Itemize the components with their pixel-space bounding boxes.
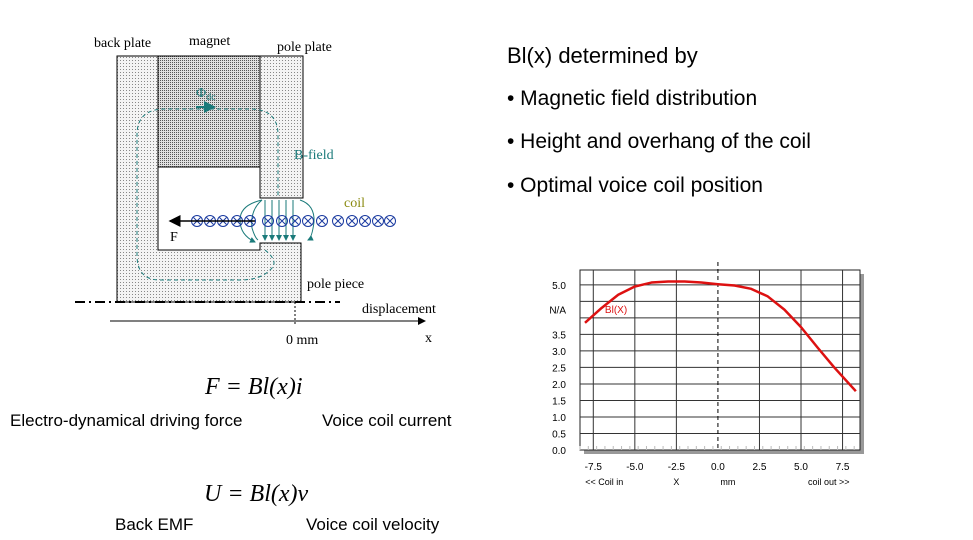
gap-field-lines <box>239 199 315 243</box>
coil-winding <box>316 215 328 227</box>
x-tick-label: 7.5 <box>836 462 850 473</box>
coil-winding <box>384 215 396 227</box>
coil-winding <box>372 215 384 227</box>
label-zero: 0 mm <box>286 333 318 348</box>
series-label: Bl(X) <box>605 305 627 316</box>
x-axis-label: X <box>673 477 679 487</box>
label-x: x <box>425 331 432 346</box>
coil-winding <box>302 215 314 227</box>
x-tick-label: -2.5 <box>668 462 686 473</box>
label-pole-piece: pole piece <box>307 277 364 292</box>
voltage-left-label: Back EMF <box>115 515 194 534</box>
force-equation: F = Bl(x)i <box>205 374 303 400</box>
y-tick-label: 3.5 <box>552 330 566 341</box>
x-tick-label: 2.5 <box>753 462 767 473</box>
coil-winding <box>289 215 301 227</box>
y-tick-label: 2.0 <box>552 380 566 391</box>
coil-winding <box>262 215 274 227</box>
x-axis-label: mm <box>720 477 735 487</box>
magnet <box>157 55 261 168</box>
force-left-label: Electro-dynamical driving force <box>10 411 243 430</box>
coil-winding <box>359 215 371 227</box>
plot-area <box>579 269 861 451</box>
bl-chart: 0.0 0.5 1.0 1.5 2.0 2.5 3.0 3.5 N/A 5.0 -7.5 -5.0 -2… <box>549 262 864 487</box>
bullet-2: • Height and overhang of the coil <box>507 130 811 153</box>
voltage-right-label: Voice coil velocity <box>306 515 440 534</box>
label-b-field: B-field <box>294 148 334 163</box>
y-tick-label: 1.0 <box>552 413 566 424</box>
flux-path <box>136 108 279 281</box>
x-tick-label: 5.0 <box>794 462 808 473</box>
x-tick-label: 0.0 <box>711 462 725 473</box>
bullet-1: • Magnetic field distribution <box>507 87 758 110</box>
label-pole-plate: pole plate <box>277 40 332 55</box>
label-back-plate: back plate <box>94 36 151 51</box>
x-tick-label: -5.0 <box>626 462 644 473</box>
voltage-equation: U = Bl(x)v <box>204 481 309 507</box>
label-force: F <box>170 230 178 245</box>
loudspeaker-motor-diagram: back plate magnet pole plate Φdc B-field… <box>75 34 436 348</box>
y-tick-label: 5.0 <box>552 281 566 292</box>
coil-winding <box>276 215 288 227</box>
label-phi: Φdc <box>196 86 216 103</box>
bullet-3: • Optimal voice coil position <box>507 174 763 197</box>
x-axis-label: << Coil in <box>585 477 623 487</box>
x-tick-label: -7.5 <box>585 462 603 473</box>
label-displacement: displacement <box>362 302 436 317</box>
coil-winding <box>332 215 344 227</box>
x-axis-label: coil out >> <box>808 477 850 487</box>
y-tick-label: N/A <box>549 306 566 317</box>
pole-plate <box>259 55 304 199</box>
y-tick-label: 1.5 <box>552 396 566 407</box>
coil-winding <box>346 215 358 227</box>
label-magnet: magnet <box>189 34 230 49</box>
y-tick-label: 2.5 <box>552 363 566 374</box>
y-tick-label: 0.5 <box>552 429 566 440</box>
slide-title: Bl(x) determined by <box>507 43 698 68</box>
series-line-blx <box>584 280 857 393</box>
label-coil: coil <box>344 196 365 211</box>
y-tick-label: 3.0 <box>552 347 566 358</box>
force-right-label: Voice coil current <box>322 411 452 430</box>
y-tick-label: 0.0 <box>552 446 566 457</box>
